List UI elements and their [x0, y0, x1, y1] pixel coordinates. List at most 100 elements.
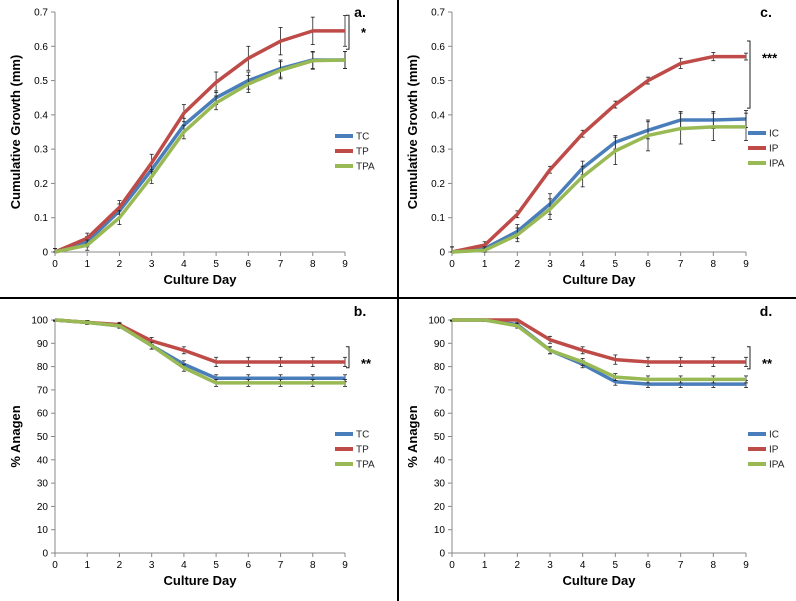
y-tick-label: 0: [439, 248, 445, 259]
legend-label-TP: TP: [356, 445, 369, 456]
series-TPA: [53, 318, 347, 387]
legend-label-IP: IP: [769, 445, 779, 456]
x-tick-label: 4: [181, 259, 187, 270]
x-axis-title: Culture Day: [164, 573, 238, 588]
series-IC: [450, 110, 748, 254]
y-tick-label: 20: [434, 502, 446, 513]
x-tick-label: 9: [342, 259, 348, 270]
x-tick-label: 3: [547, 560, 553, 571]
series-line-IC: [451, 117, 747, 254]
x-tick-label: 1: [84, 259, 90, 270]
x-tick-label: 3: [149, 560, 155, 571]
chart-panel-3: 0 10 20 30 40 50 60 70 80 90 100 0 1 2 3 4 5 6 7 8 9 Culture …: [405, 303, 785, 588]
significance-stars: **: [361, 356, 372, 371]
y-tick-label: 0.3: [34, 145, 48, 156]
y-tick-label: 0.7: [34, 8, 48, 19]
y-axis-title: Cumulative Growth (mm): [8, 55, 23, 210]
legend-label-IC: IC: [769, 129, 779, 140]
series-line-IPA: [452, 318, 746, 382]
x-tick-label: 6: [246, 259, 252, 270]
series-line-TC: [54, 318, 345, 380]
x-tick-label: 2: [117, 560, 123, 571]
y-tick-label: 100: [428, 316, 445, 327]
y-axis-title: Cumulative Growth (mm): [405, 55, 420, 210]
y-tick-label: 0.1: [34, 213, 48, 224]
x-tick-label: 2: [515, 259, 521, 270]
x-tick-label: 7: [678, 259, 684, 270]
series-IPA: [450, 112, 748, 254]
y-tick-label: 0: [42, 549, 48, 560]
legend-label-TPA: TPA: [356, 162, 375, 173]
x-tick-label: 0: [52, 560, 58, 571]
series-IPA: [450, 318, 748, 384]
y-tick-label: 10: [434, 525, 446, 536]
y-tick-label: 100: [31, 316, 48, 327]
y-tick-label: 90: [434, 339, 446, 350]
y-tick-label: 0: [42, 248, 48, 259]
series-line-TPA: [54, 58, 346, 254]
y-tick-label: 0: [439, 549, 445, 560]
x-tick-label: 3: [149, 259, 155, 270]
significance-bracket: [747, 40, 751, 109]
y-tick-label: 0.4: [34, 110, 48, 121]
significance-stars: *: [361, 25, 367, 40]
significance-stars: ***: [762, 51, 778, 66]
x-tick-label: 8: [310, 560, 316, 571]
y-tick-label: 40: [37, 455, 49, 466]
y-tick-label: 60: [37, 409, 49, 420]
legend-label-IPA: IPA: [769, 159, 785, 170]
x-tick-label: 0: [449, 560, 455, 571]
y-tick-label: 0.2: [34, 179, 48, 190]
y-tick-label: 10: [37, 525, 49, 536]
significance-stars: **: [762, 356, 773, 371]
significance-bracket: [747, 346, 751, 370]
series-TC: [53, 318, 347, 383]
y-tick-label: 70: [434, 385, 446, 396]
x-tick-label: 6: [645, 259, 651, 270]
series-TPA: [53, 51, 347, 254]
x-tick-label: 5: [213, 259, 219, 270]
series-line-TP: [54, 318, 345, 364]
x-tick-label: 5: [213, 560, 219, 571]
panel-letter: a.: [354, 4, 366, 20]
y-tick-label: 90: [37, 339, 49, 350]
panel-letter: d.: [760, 303, 772, 319]
x-tick-label: 9: [743, 259, 749, 270]
series-IP: [450, 318, 748, 368]
y-tick-label: 60: [434, 409, 446, 420]
x-tick-label: 7: [678, 560, 684, 571]
x-tick-label: 8: [711, 259, 717, 270]
series-line-TC: [54, 58, 345, 254]
x-tick-label: 8: [711, 560, 717, 571]
x-axis-title: Culture Day: [563, 573, 637, 588]
legend-label-IPA: IPA: [769, 460, 785, 471]
chart-panel-0: 0 0.1 0.2 0.3 0.4 0.5 0.6 0.7 0 1 2 3 4 5 6 7 8 9 Culture …: [8, 4, 375, 287]
y-tick-label: 0.7: [431, 8, 445, 19]
x-tick-label: 0: [449, 259, 455, 270]
x-tick-label: 1: [482, 259, 488, 270]
series-line-IP: [452, 318, 746, 364]
legend-label-TC: TC: [356, 132, 369, 143]
x-tick-label: 3: [547, 259, 553, 270]
x-tick-label: 2: [515, 560, 521, 571]
x-tick-label: 6: [645, 560, 651, 571]
x-tick-label: 5: [613, 259, 619, 270]
y-tick-label: 50: [434, 432, 446, 443]
legend-label-TP: TP: [356, 147, 369, 158]
x-tick-label: 4: [181, 560, 187, 571]
series-IP: [450, 52, 748, 254]
y-tick-label: 80: [434, 362, 446, 373]
series-TC: [53, 51, 347, 254]
x-tick-label: 9: [342, 560, 348, 571]
chart-panel-1: 0 0.1 0.2 0.3 0.4 0.5 0.6 0.7 0 1 2 3 4 5 6 7 8 9 Culture …: [405, 4, 785, 287]
x-tick-label: 7: [278, 560, 284, 571]
x-tick-label: 4: [580, 259, 586, 270]
legend-label-IC: IC: [769, 430, 779, 441]
panel-letter: c.: [760, 4, 772, 20]
y-tick-label: 20: [37, 502, 49, 513]
y-axis-title: % Anagen: [405, 405, 420, 467]
y-tick-label: 0.4: [431, 110, 445, 121]
x-tick-label: 7: [278, 259, 284, 270]
x-tick-label: 6: [246, 560, 252, 571]
